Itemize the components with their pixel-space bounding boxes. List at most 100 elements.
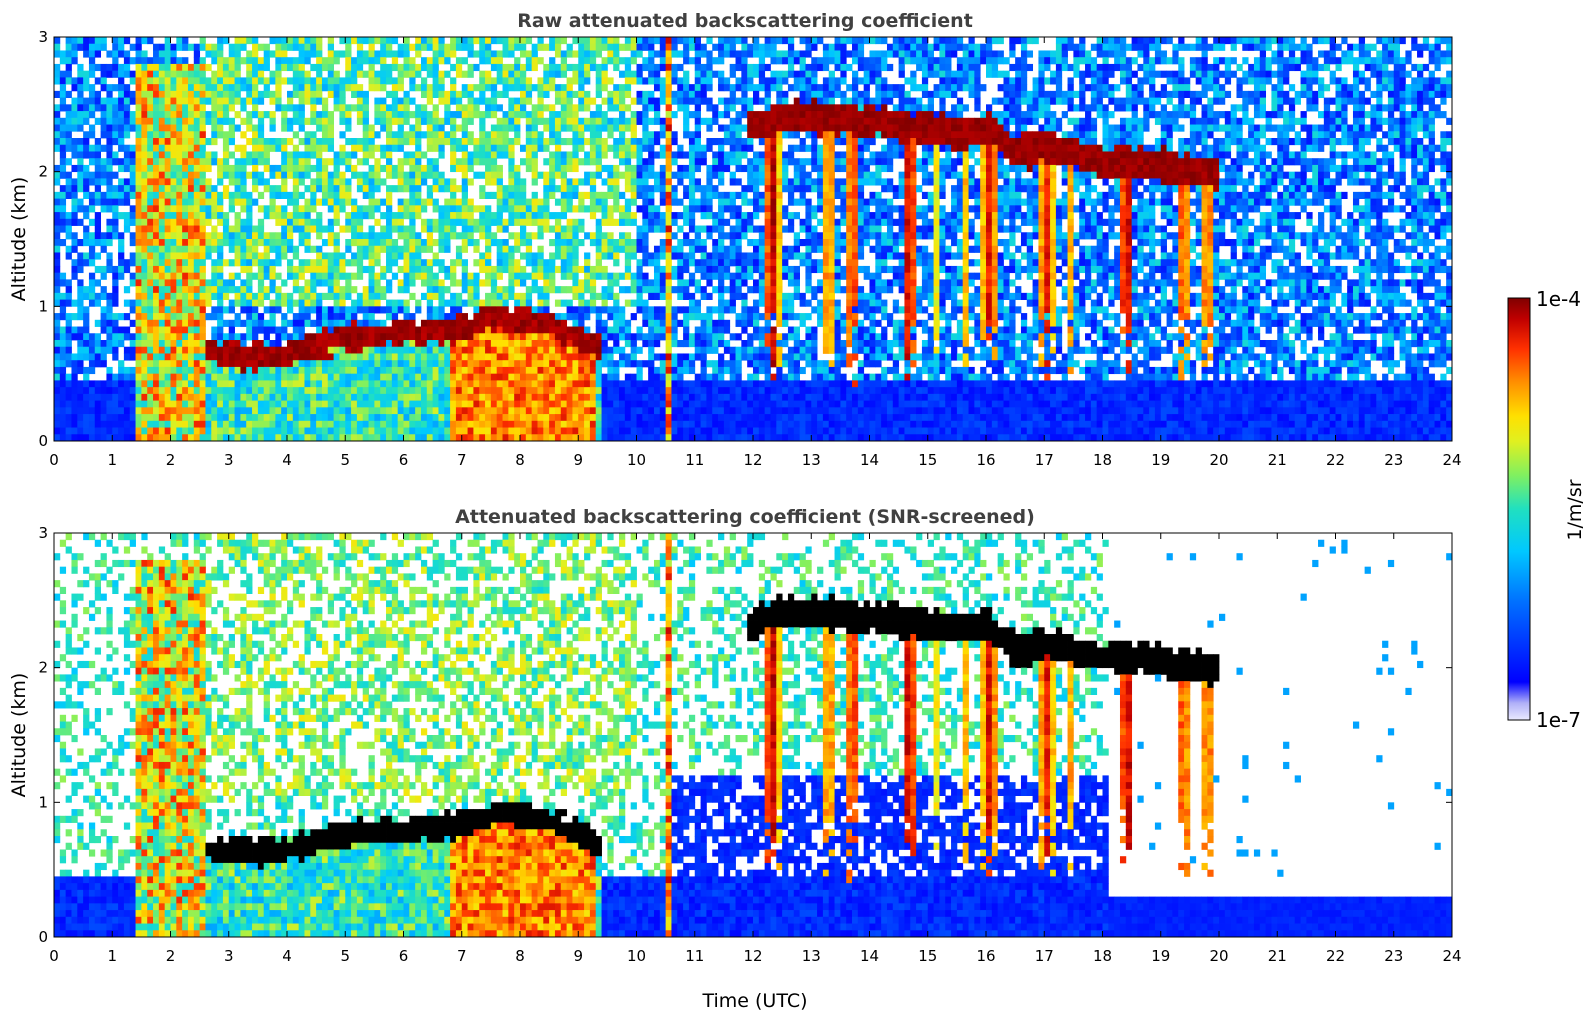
heatmap-cell (100, 144, 107, 152)
heatmap-cell (65, 178, 72, 186)
heatmap-cell (409, 218, 416, 226)
heatmap-cell (496, 185, 503, 193)
heatmap-cell (65, 407, 72, 415)
heatmap-cell (263, 420, 270, 428)
heatmap-cell (566, 185, 573, 193)
heatmap-cell (112, 387, 119, 395)
heatmap-cell (566, 366, 573, 375)
heatmap-cell (543, 212, 550, 220)
heatmap-cell (141, 319, 148, 327)
heatmap-cell (275, 232, 282, 240)
heatmap-cell (211, 292, 218, 300)
heatmap-cell (397, 43, 404, 51)
heatmap-cell (269, 346, 276, 354)
heatmap-cell (141, 326, 148, 334)
heatmap-cell (450, 400, 457, 408)
heatmap-cell (327, 239, 335, 247)
heatmap-cell (316, 77, 323, 85)
heatmap-cell (246, 198, 253, 206)
heatmap-cell (508, 333, 515, 341)
heatmap-cell (234, 414, 241, 422)
heatmap-cell (147, 245, 154, 253)
heatmap-cell (531, 407, 538, 415)
heatmap-cell (304, 420, 311, 428)
heatmap-cell (298, 84, 305, 92)
heatmap-cell (298, 63, 305, 72)
heatmap-cell (129, 158, 136, 166)
heatmap-cell (222, 191, 230, 199)
heatmap-cell (502, 306, 509, 314)
heatmap-cell (549, 380, 556, 388)
heatmap-cell (94, 407, 102, 415)
heatmap-cell (240, 414, 247, 422)
heatmap-cell (444, 373, 451, 381)
heatmap-cell (566, 434, 573, 442)
heatmap-cell (386, 245, 393, 253)
heatmap-cell (461, 191, 468, 199)
heatmap-cell (520, 400, 527, 408)
heatmap-cell (59, 380, 67, 388)
heatmap-cell (240, 373, 247, 381)
heatmap-cell (397, 138, 404, 146)
heatmap-cell (275, 272, 282, 280)
heatmap-cell (455, 245, 463, 253)
heatmap-cell (252, 77, 259, 85)
heatmap-cell (543, 414, 550, 422)
heatmap-cell (584, 380, 591, 388)
heatmap-cell (514, 326, 521, 334)
heatmap-cell (88, 239, 96, 247)
heatmap-cell (54, 205, 61, 213)
heatmap-cell (252, 164, 259, 173)
heatmap-cell (269, 117, 276, 125)
heatmap-cell (619, 70, 626, 78)
heatmap-cell (630, 239, 637, 247)
heatmap-cell (508, 434, 515, 442)
heatmap-cell (601, 400, 608, 408)
heatmap-cell (607, 393, 614, 401)
heatmap-cell (420, 420, 428, 428)
heatmap-cell (520, 205, 527, 213)
heatmap-cell (234, 299, 241, 307)
heatmap-cell (444, 353, 451, 361)
heatmap-cell (578, 265, 585, 274)
heatmap-cell (485, 164, 492, 173)
heatmap-cell (467, 286, 474, 294)
heatmap-cell (619, 158, 626, 166)
heatmap-cell (100, 400, 107, 408)
heatmap-cell (100, 353, 107, 361)
heatmap-cell (275, 212, 282, 220)
heatmap-cell (310, 360, 317, 368)
heatmap-cell (199, 340, 206, 348)
heatmap-cell (193, 427, 201, 435)
heatmap-cell (205, 366, 212, 375)
heatmap-cell (345, 43, 352, 51)
heatmap-cell (240, 427, 247, 435)
heatmap-cell (292, 373, 300, 381)
heatmap-cell (345, 63, 352, 72)
heatmap-cell (613, 299, 620, 307)
heatmap-cell (630, 218, 637, 226)
heatmap-cell (415, 104, 422, 112)
heatmap-cell (77, 218, 84, 226)
heatmap-cell (589, 97, 597, 105)
heatmap-cell (275, 164, 282, 173)
heatmap-cell (135, 171, 142, 179)
heatmap-cell (333, 84, 340, 92)
heatmap-cell (380, 151, 387, 159)
heatmap-cell (426, 57, 434, 65)
heatmap-cell (246, 333, 253, 341)
heatmap-cell (257, 366, 265, 375)
heatmap-cell (368, 171, 375, 179)
heatmap-cell (339, 373, 346, 381)
heatmap-cell (176, 333, 183, 341)
heatmap-cell (263, 286, 270, 294)
heatmap-cell (560, 346, 568, 354)
heatmap-cell (187, 252, 195, 260)
heatmap-cell (543, 63, 550, 72)
heatmap-cell (461, 373, 468, 381)
heatmap-cell (59, 90, 67, 98)
heatmap-cell (321, 84, 329, 92)
heatmap-cell (118, 37, 125, 45)
heatmap-cell (83, 373, 90, 381)
heatmap-cell (71, 191, 78, 199)
